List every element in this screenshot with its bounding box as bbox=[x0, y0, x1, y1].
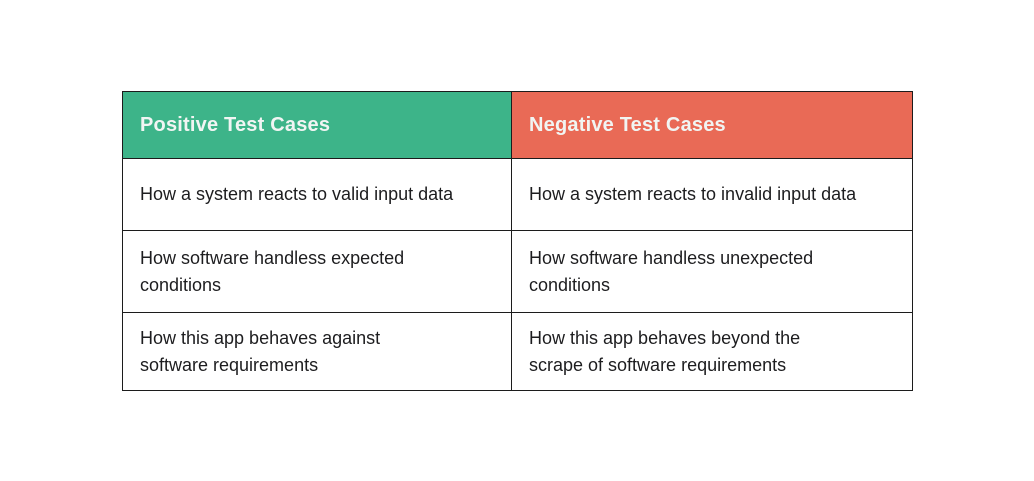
comparison-table: Positive Test Cases Negative Test Cases … bbox=[122, 91, 913, 391]
table-row: How software handless expected condition… bbox=[122, 230, 913, 313]
header-row: Positive Test Cases Negative Test Cases bbox=[122, 91, 913, 159]
table-row: How this app behaves against software re… bbox=[122, 312, 913, 391]
table-cell-negative-1: How a system reacts to invalid input dat… bbox=[511, 158, 913, 231]
table-cell-positive-2: How software handless expected condition… bbox=[122, 230, 512, 313]
header-cell-negative: Negative Test Cases bbox=[511, 91, 913, 159]
table-cell-negative-2: How software handless unexpected conditi… bbox=[511, 230, 913, 313]
table-cell-positive-3: How this app behaves against software re… bbox=[122, 312, 512, 391]
table-cell-negative-3: How this app behaves beyond the scrape o… bbox=[511, 312, 913, 391]
header-cell-positive: Positive Test Cases bbox=[122, 91, 512, 159]
table-cell-positive-1: How a system reacts to valid input data bbox=[122, 158, 512, 231]
table-row: How a system reacts to valid input data … bbox=[122, 158, 913, 231]
